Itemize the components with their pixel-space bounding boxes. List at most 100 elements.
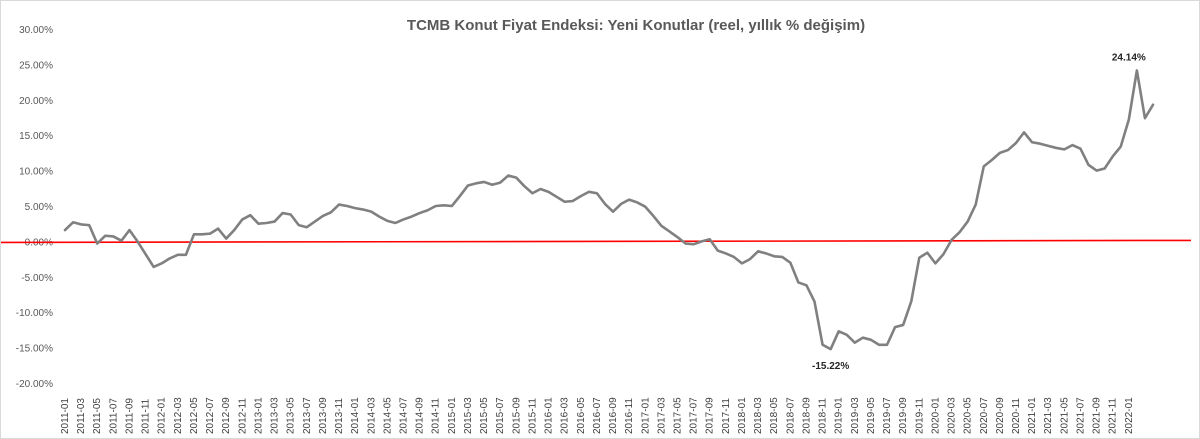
x-tick-label: 2019-07 <box>882 397 893 434</box>
x-tick-label: 2020-03 <box>947 397 958 434</box>
y-tick-label: 25.00% <box>19 60 53 71</box>
data-point <box>305 226 308 229</box>
series-group <box>63 69 1155 351</box>
x-tick-label: 2012-11 <box>237 398 248 434</box>
data-point <box>88 224 91 227</box>
data-point <box>660 225 663 228</box>
data-point <box>426 209 429 212</box>
x-tick-label: 2016-09 <box>608 397 619 434</box>
data-point <box>749 258 752 261</box>
data-point <box>410 215 413 218</box>
x-tick-label: 2017-05 <box>673 397 684 434</box>
data-point <box>717 249 720 252</box>
x-tick-label: 2013-05 <box>286 397 297 434</box>
data-point <box>813 300 816 303</box>
data-point <box>233 229 236 232</box>
data-point <box>628 198 631 201</box>
y-tick-label: 10.00% <box>19 167 53 178</box>
x-tick-label: 2011-05 <box>92 398 103 434</box>
data-point <box>620 203 623 206</box>
x-tick-label: 2015-11 <box>527 398 538 434</box>
data-point <box>491 183 494 186</box>
x-tick-label: 2018-03 <box>753 397 764 434</box>
x-tick-label: 2011-11 <box>141 398 152 434</box>
x-tick-label: 2011-09 <box>124 398 135 434</box>
data-point <box>708 238 711 241</box>
data-point <box>354 207 357 210</box>
y-tick-label: 15.00% <box>19 131 53 142</box>
data-point <box>362 208 365 211</box>
data-point <box>563 200 566 203</box>
data-point <box>1055 147 1058 150</box>
data-point <box>668 230 671 233</box>
data-point <box>370 210 373 213</box>
x-tick-label: 2019-09 <box>898 397 909 434</box>
data-point <box>733 256 736 259</box>
x-tick-label: 2020-09 <box>995 397 1006 434</box>
data-point <box>193 233 196 236</box>
data-point <box>821 343 824 346</box>
x-tick-label: 2021-03 <box>1043 397 1054 434</box>
data-point <box>273 220 276 223</box>
x-tick-label: 2015-01 <box>447 397 458 434</box>
x-tick-label: 2017-03 <box>656 397 667 434</box>
data-point <box>950 239 953 242</box>
data-point <box>757 250 760 253</box>
x-tick-label: 2019-11 <box>914 398 925 434</box>
x-tick-label: 2015-09 <box>511 397 522 434</box>
data-point <box>588 191 591 194</box>
data-point <box>1152 103 1155 106</box>
data-point <box>297 224 300 227</box>
data-point <box>442 204 445 207</box>
zero-reference-line-group <box>1 239 1192 244</box>
data-point <box>918 256 921 259</box>
y-tick-label: 5.00% <box>25 202 53 213</box>
x-tick-label: 2019-01 <box>834 397 845 434</box>
data-point <box>942 253 945 256</box>
data-point <box>829 348 832 351</box>
data-point <box>338 203 341 206</box>
data-point <box>974 203 977 206</box>
data-point <box>1111 155 1114 158</box>
data-point <box>201 233 204 236</box>
data-point <box>523 185 526 188</box>
data-point <box>249 214 252 217</box>
data-point <box>499 181 502 184</box>
x-tick-label: 2016-11 <box>624 398 635 434</box>
chart-title: TCMB Konut Fiyat Endeksi: Yeni Konutlar … <box>407 17 865 34</box>
x-tick-label: 2012-01 <box>157 397 168 434</box>
x-tick-label: 2021-07 <box>1075 397 1086 434</box>
data-point <box>507 174 510 177</box>
x-tick-label: 2016-05 <box>576 397 587 434</box>
data-point <box>579 195 582 198</box>
data-point <box>676 236 679 239</box>
data-point <box>330 211 333 214</box>
x-tick-label: 2017-11 <box>721 398 732 434</box>
data-point <box>684 242 687 245</box>
data-point <box>547 191 550 194</box>
x-tick-label: 2016-03 <box>560 397 571 434</box>
x-tick-label: 2014-03 <box>366 397 377 434</box>
data-point <box>1087 164 1090 167</box>
x-tick-label: 2013-09 <box>318 397 329 434</box>
x-tick-label: 2021-09 <box>1092 397 1103 434</box>
data-point <box>289 213 292 216</box>
data-point <box>1063 148 1066 151</box>
data-point <box>120 239 123 242</box>
data-point <box>515 176 518 179</box>
data-point <box>346 205 349 208</box>
data-point <box>378 215 381 218</box>
data-point <box>958 231 961 234</box>
data-point <box>96 242 99 245</box>
x-tick-label: 2013-07 <box>302 397 313 434</box>
x-tick-label: 2013-01 <box>253 397 264 434</box>
x-tick-label: 2012-05 <box>189 397 200 434</box>
data-label: 24.14% <box>1112 52 1146 63</box>
x-tick-label: 2014-11 <box>431 398 442 434</box>
data-point <box>531 192 534 195</box>
data-point <box>870 339 873 342</box>
x-tick-label: 2014-05 <box>382 397 393 434</box>
x-tick-label: 2021-01 <box>1027 397 1038 434</box>
data-point <box>1095 169 1098 172</box>
